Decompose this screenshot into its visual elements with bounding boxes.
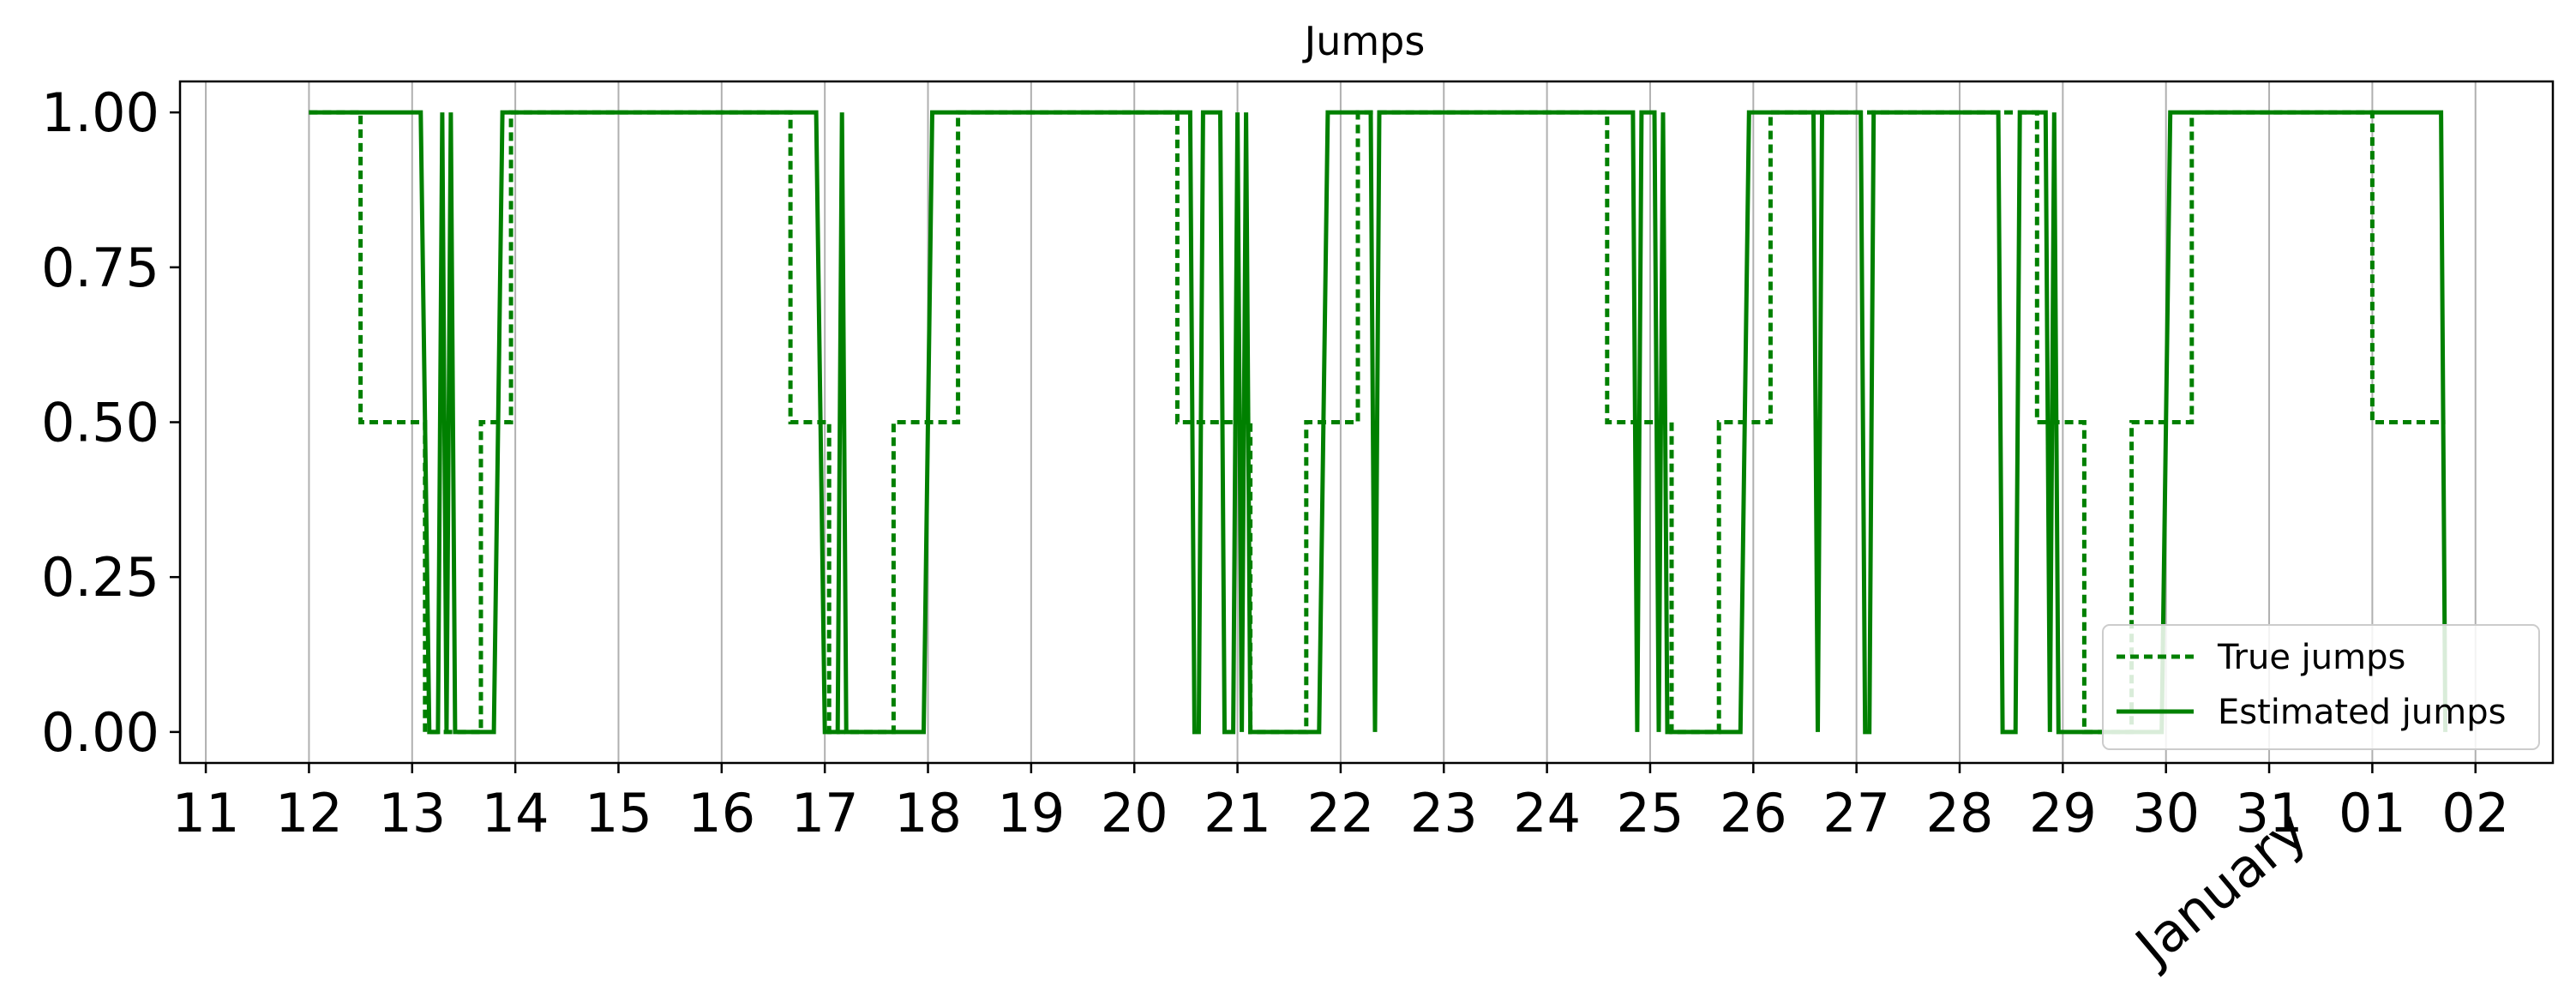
legend-label-true-jumps: True jumps	[2217, 638, 2405, 677]
x-tick-label: 18	[894, 782, 962, 844]
x-tick-label: 17	[791, 782, 859, 844]
x-tick-label: 30	[2132, 782, 2200, 844]
y-tick-label: 1.00	[41, 81, 159, 144]
x-tick-label: 29	[2029, 782, 2097, 844]
y-tick-label: 0.00	[41, 701, 159, 764]
x-tick-label: 14	[482, 782, 549, 844]
chart-title: Jumps	[1302, 18, 1426, 64]
y-tick-label: 0.50	[41, 392, 159, 454]
legend: True jumps Estimated jumps	[2102, 624, 2540, 750]
x-tick-label: 11	[172, 782, 240, 844]
x-tick-label: 01	[2339, 782, 2406, 844]
legend-frame	[2102, 624, 2540, 750]
x-tick-label: 20	[1101, 782, 1168, 844]
x-tick-label: 28	[1926, 782, 1994, 844]
x-tick-label: 12	[275, 782, 343, 844]
x-tick-label: 26	[1720, 782, 1787, 844]
y-tick-label: 0.25	[41, 546, 159, 609]
legend-label-estimated-jumps: Estimated jumps	[2218, 693, 2506, 732]
y-tick-label: 0.75	[41, 237, 159, 299]
x-tick-label: 23	[1410, 782, 1478, 844]
x-tick-label: 27	[1822, 782, 1890, 844]
x-tick-label: 22	[1306, 782, 1374, 844]
x-tick-label: 15	[585, 782, 652, 844]
series-line-true-jumps	[309, 110, 2446, 735]
y-axis: 0.00 0.25 0.50 0.75 1.00	[41, 81, 180, 764]
x-tick-label: 25	[1617, 782, 1684, 844]
x-tick-label: 19	[997, 782, 1065, 844]
x-tick-label: 02	[2441, 782, 2509, 844]
x-tick-label: 13	[378, 782, 446, 844]
x-axis: 11 12 13 14 15 16 17 18 19 20 21 22 23 24 25 26 27 28 29 30…	[172, 763, 2509, 844]
series-layer	[309, 110, 2448, 735]
x-tick-label: 21	[1204, 782, 1271, 844]
series-line-estimated-jumps	[309, 110, 2448, 735]
x-tick-label: 16	[688, 782, 755, 844]
x-tick-label: 31	[2236, 782, 2303, 844]
x-tick-label: 24	[1513, 782, 1581, 844]
